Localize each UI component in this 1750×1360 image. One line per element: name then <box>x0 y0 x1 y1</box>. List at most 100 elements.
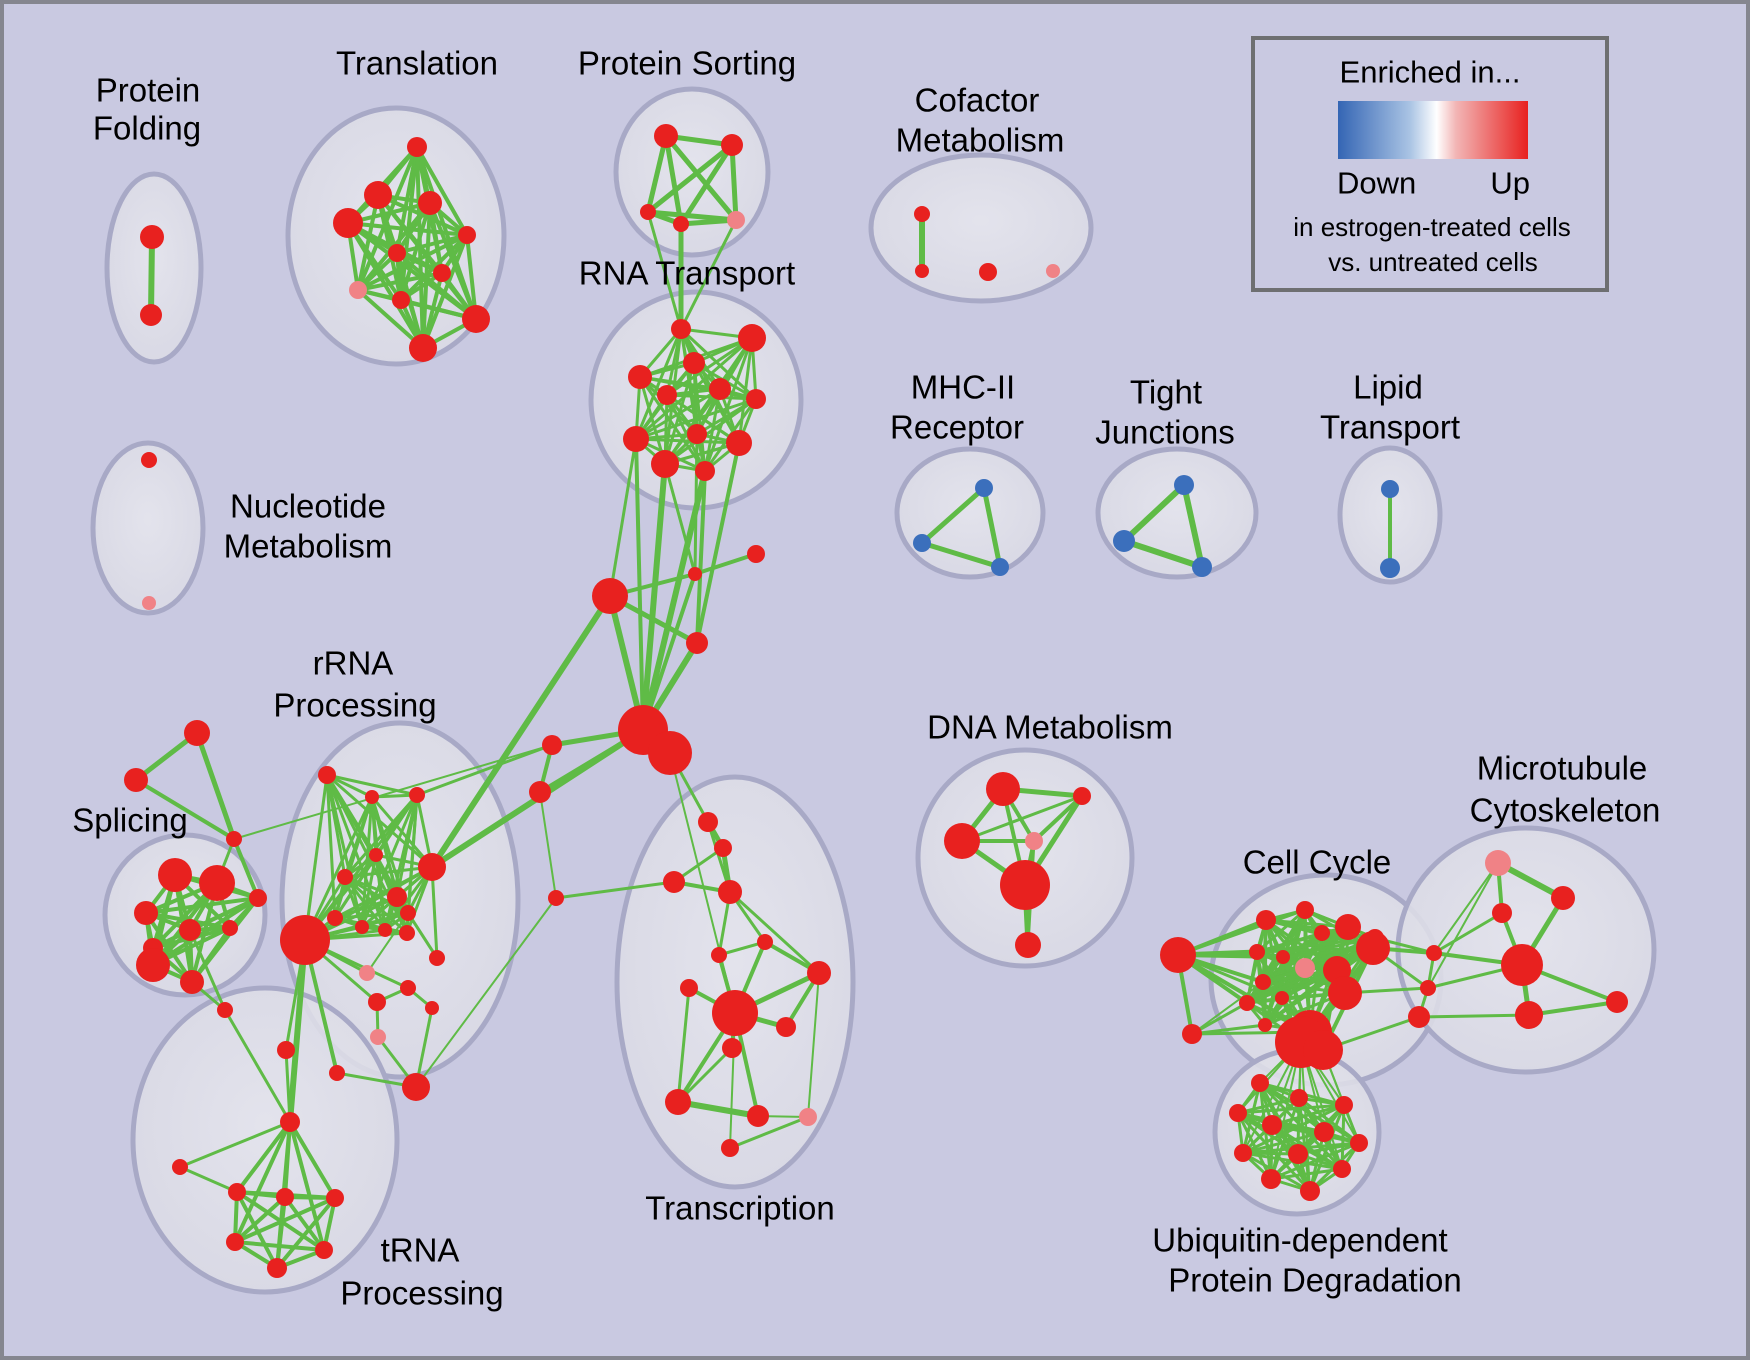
node-tn5[interactable] <box>326 1189 344 1207</box>
node-rt10[interactable] <box>726 430 752 456</box>
node-tx1[interactable] <box>698 812 718 832</box>
node-st1[interactable] <box>184 720 210 746</box>
node-tx16[interactable] <box>721 1139 739 1157</box>
node-rt5[interactable] <box>709 378 731 400</box>
node-mt4[interactable] <box>1501 944 1543 986</box>
node-tj1[interactable] <box>1174 475 1194 495</box>
node-cc1[interactable] <box>1160 937 1196 973</box>
node-sp9[interactable] <box>180 970 204 994</box>
node-st2[interactable] <box>124 768 148 792</box>
node-mt5[interactable] <box>1515 1001 1543 1029</box>
node-tr6[interactable] <box>388 244 406 262</box>
node-tx7[interactable] <box>757 934 773 950</box>
node-rr17[interactable] <box>399 925 415 941</box>
node-lp2[interactable] <box>1380 558 1400 578</box>
node-pf2[interactable] <box>140 304 162 326</box>
node-rr21[interactable] <box>329 1065 345 1081</box>
node-cf4[interactable] <box>1046 264 1060 278</box>
node-ub9[interactable] <box>1350 1134 1368 1152</box>
node-rr15[interactable] <box>425 1001 439 1015</box>
node-tx6[interactable] <box>711 947 727 963</box>
node-mx1[interactable] <box>1426 945 1442 961</box>
node-ub5[interactable] <box>1262 1115 1282 1135</box>
node-tn2[interactable] <box>172 1159 188 1175</box>
node-ub12[interactable] <box>1300 1181 1320 1201</box>
node-rr12[interactable] <box>280 915 330 965</box>
node-rt11[interactable] <box>651 450 679 478</box>
node-mt1[interactable] <box>1485 850 1511 876</box>
node-tr7[interactable] <box>433 264 451 282</box>
node-mx2[interactable] <box>1420 980 1436 996</box>
node-cc4[interactable] <box>1296 901 1314 919</box>
node-tn1[interactable] <box>280 1112 300 1132</box>
node-tx3[interactable] <box>663 871 685 893</box>
node-ub1[interactable] <box>1251 1074 1269 1092</box>
node-tx12[interactable] <box>722 1038 742 1058</box>
node-ps4[interactable] <box>673 216 689 232</box>
node-ub10[interactable] <box>1261 1169 1281 1189</box>
node-sp3[interactable] <box>134 901 158 925</box>
node-cf2[interactable] <box>915 264 929 278</box>
node-rr4[interactable] <box>369 848 383 862</box>
node-tr9[interactable] <box>392 291 410 309</box>
node-h1[interactable] <box>592 578 628 614</box>
node-tr1[interactable] <box>407 137 427 157</box>
node-rr10[interactable] <box>378 923 392 937</box>
node-ps5[interactable] <box>727 211 745 229</box>
node-ub2[interactable] <box>1290 1089 1308 1107</box>
node-tr3[interactable] <box>418 191 442 215</box>
node-tr8[interactable] <box>349 281 367 299</box>
node-tx15[interactable] <box>799 1108 817 1126</box>
node-tj2[interactable] <box>1113 530 1135 552</box>
node-cc13[interactable] <box>1275 991 1289 1005</box>
node-h6[interactable] <box>648 731 692 775</box>
node-rr22[interactable] <box>277 1041 295 1059</box>
node-ub8[interactable] <box>1288 1144 1308 1164</box>
node-rr11[interactable] <box>400 905 416 921</box>
node-dm5[interactable] <box>1000 860 1050 910</box>
node-ps1[interactable] <box>654 124 678 148</box>
node-st3[interactable] <box>226 831 242 847</box>
node-nm2[interactable] <box>142 596 156 610</box>
node-mh2[interactable] <box>913 534 931 552</box>
node-rt7[interactable] <box>746 389 766 409</box>
node-mh3[interactable] <box>991 558 1009 576</box>
node-h3[interactable] <box>747 545 765 563</box>
node-cc2[interactable] <box>1182 1024 1202 1044</box>
node-rr1[interactable] <box>318 766 336 784</box>
node-rt6[interactable] <box>657 385 677 405</box>
node-cc3[interactable] <box>1256 910 1276 930</box>
node-rr7[interactable] <box>418 853 446 881</box>
node-tx5[interactable] <box>548 890 564 906</box>
node-rr13[interactable] <box>368 993 386 1011</box>
node-mt3[interactable] <box>1492 903 1512 923</box>
node-rr5[interactable] <box>337 869 353 885</box>
node-rt2[interactable] <box>738 324 766 352</box>
node-cf1[interactable] <box>914 206 930 222</box>
node-rr2[interactable] <box>365 790 379 804</box>
node-rr16[interactable] <box>429 950 445 966</box>
node-tr2[interactable] <box>364 181 392 209</box>
node-dm3[interactable] <box>944 823 980 859</box>
node-dm4[interactable] <box>1025 832 1043 850</box>
node-cb2[interactable] <box>1303 1030 1343 1070</box>
node-rr8[interactable] <box>327 910 343 926</box>
node-tx13[interactable] <box>665 1089 691 1115</box>
node-pf1[interactable] <box>140 225 164 249</box>
node-tn3[interactable] <box>228 1183 246 1201</box>
node-tn7[interactable] <box>315 1241 333 1259</box>
node-rt1[interactable] <box>671 319 691 339</box>
node-sp8[interactable] <box>136 948 170 982</box>
node-mt2[interactable] <box>1551 886 1575 910</box>
node-mh1[interactable] <box>975 479 993 497</box>
node-tr11[interactable] <box>409 334 437 362</box>
node-ps2[interactable] <box>721 134 743 156</box>
node-rr14[interactable] <box>400 980 416 996</box>
node-cc8[interactable] <box>1249 944 1265 960</box>
node-tn6[interactable] <box>226 1233 244 1251</box>
node-tn8[interactable] <box>267 1258 287 1278</box>
node-nm1[interactable] <box>141 452 157 468</box>
node-sp4[interactable] <box>179 919 201 941</box>
node-rr3[interactable] <box>409 787 425 803</box>
node-cc18[interactable] <box>1356 931 1390 965</box>
